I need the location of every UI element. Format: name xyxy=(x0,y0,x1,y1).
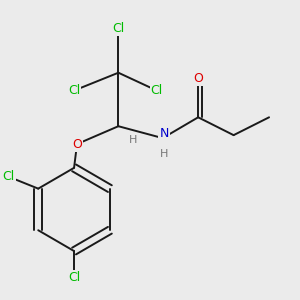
Text: Cl: Cl xyxy=(68,84,80,97)
Text: N: N xyxy=(160,127,169,140)
Text: O: O xyxy=(72,138,82,151)
Text: Cl: Cl xyxy=(112,22,124,34)
Text: Cl: Cl xyxy=(3,170,15,183)
Text: H: H xyxy=(129,135,137,145)
Text: Cl: Cl xyxy=(151,84,163,97)
Text: H: H xyxy=(160,149,168,160)
Text: Cl: Cl xyxy=(68,271,80,284)
Text: O: O xyxy=(193,72,203,85)
